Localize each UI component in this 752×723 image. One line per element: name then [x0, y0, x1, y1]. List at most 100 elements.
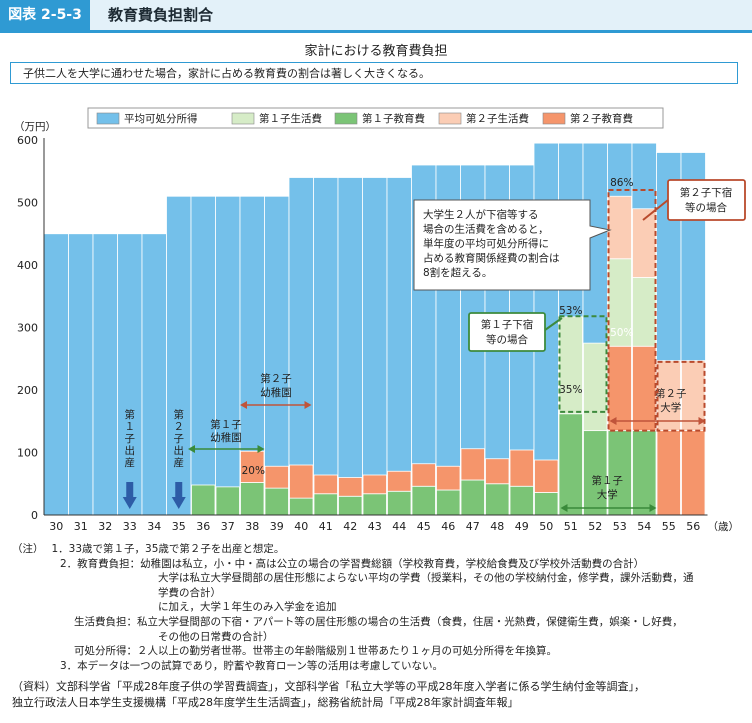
x-tick-label: 45	[417, 520, 431, 533]
x-tick-label: 36	[196, 520, 210, 533]
legend-label: 第２子教育費	[570, 112, 633, 125]
y-tick-label: 300	[17, 322, 38, 335]
x-tick-label: 32	[98, 520, 112, 533]
bar-segment	[632, 277, 657, 347]
note-line: 可処分所得：２人以上の勤労者世帯。世帯主の年齢階級別１世帯あたり１ヶ月の可処分所…	[74, 645, 557, 658]
child1-birth-label: 出	[125, 444, 136, 457]
bar-segment	[656, 360, 681, 432]
main-callout-text: 単年度の平均可処分所得に	[423, 237, 549, 250]
child2-kindergarten-arrow-head-right	[304, 401, 312, 409]
bar-segment	[313, 474, 338, 495]
bar-segment	[681, 430, 706, 516]
bar-segment	[558, 316, 583, 415]
child1-kindergarten-arrow-head-left	[188, 445, 195, 453]
bar-disposable-income	[43, 233, 69, 516]
x-tick-label: 40	[294, 520, 308, 533]
x-tick-label: 41	[319, 520, 333, 533]
bar-segment	[338, 477, 363, 497]
legend-swatch	[231, 112, 255, 125]
x-tick-label: 46	[441, 520, 455, 533]
bar-segment	[656, 430, 681, 516]
child1-university-label: 大学	[597, 488, 618, 501]
child2-kindergarten-arrow-head-left	[240, 401, 247, 409]
child1-away-box	[468, 312, 546, 352]
child1-university-label: 第１子	[592, 474, 624, 487]
notes-label: （注）	[12, 543, 44, 555]
figure-number: 図表 2-5-3	[0, 0, 90, 30]
y-tick-label: 0	[31, 509, 38, 522]
legend-label: 第２子生活費	[466, 112, 529, 125]
x-tick-label: 30	[49, 520, 63, 533]
child2-away-pointer	[642, 199, 669, 221]
child1-kindergarten-label: 幼稚園	[210, 431, 242, 444]
bar-segment	[632, 430, 657, 516]
pct-label-50: 50%	[610, 327, 633, 339]
child2-birth-label: 第	[174, 408, 185, 421]
x-tick-label: 33	[123, 520, 137, 533]
bar-disposable-income	[386, 177, 412, 516]
child2-birth-label: 子	[174, 433, 185, 445]
x-tick-label: 48	[490, 520, 504, 533]
bar-segment	[362, 474, 387, 495]
figure-header: 図表 2-5-3 教育費負担割合	[0, 0, 752, 33]
x-tick-label: 38	[245, 520, 259, 533]
bar-disposable-income	[92, 233, 118, 516]
bar-disposable-income	[117, 233, 143, 516]
legend-label: 第１子教育費	[362, 112, 425, 125]
bar-segment	[264, 487, 289, 516]
child1-birth-label: 子	[125, 433, 136, 445]
y-tick-label: 100	[17, 447, 38, 460]
note-line: 大学は私立大学昼間部の居住形態によらない平均の学費（授業料，その他の学校納付金，…	[158, 572, 694, 585]
y-tick-label: 400	[17, 259, 38, 272]
note-line: 3．本データは一つの試算であり，貯蓄や教育ローン等の活用は考慮していない。	[60, 659, 443, 672]
bar-segment	[485, 458, 510, 485]
x-tick-label: 53	[613, 520, 627, 533]
bar-disposable-income	[337, 177, 363, 516]
main-callout-box	[413, 199, 612, 291]
bar-segment	[191, 484, 216, 516]
chart-title: 家計における教育費負担	[304, 44, 448, 59]
bar-segment	[436, 465, 461, 491]
pct-label-53: 53%	[559, 305, 582, 317]
bar-segment	[313, 493, 338, 516]
child2-university-arrow-head-left	[609, 417, 617, 425]
notes: （注） 1．33歳で第１子，35歳で第２子を出産と想定。 2．教育費負担：幼稚園は…	[12, 542, 694, 673]
bar-segment	[411, 485, 436, 516]
source-line: 独立行政法人日本学生支援機構「平成28年度学生生活調査」，総務省統計局「平成28…	[12, 696, 519, 709]
child2-away-box-label: 等の場合	[685, 201, 727, 214]
x-tick-label: 54	[637, 520, 651, 533]
bar-segment	[558, 413, 583, 516]
source-label: （資料）	[12, 680, 56, 693]
bar-segment	[509, 449, 534, 487]
bar-segment	[509, 485, 534, 516]
legend-swatch	[438, 112, 462, 125]
bar-disposable-income	[190, 195, 216, 516]
note-line: に加え，大学１年生のみ入学金を追加	[158, 601, 337, 614]
child1-away-box-label: 第１子下宿	[481, 318, 534, 331]
main-callout-text: 場合の生活費を含めると，	[423, 223, 549, 236]
child2-birth-label: 産	[174, 456, 185, 469]
child1-birth-arrow	[122, 482, 137, 509]
x-tick-label: 35	[172, 520, 186, 533]
bar-segment	[338, 495, 363, 516]
child1-kindergarten-label: 第１子	[210, 418, 242, 431]
x-tick-label: 31	[74, 520, 88, 533]
x-tick-label: 55	[662, 520, 676, 533]
x-tick-label: 50	[539, 520, 553, 533]
x-tick-label: 47	[466, 520, 480, 533]
bar-disposable-income	[166, 195, 192, 516]
x-tick-label: 44	[392, 520, 406, 533]
child2-away-dashed-box-lower	[656, 360, 706, 432]
note-line: 生活費負担：私立大学昼間部の下宿・アパート等の居住形態の場合の生活費（食費，住居…	[74, 615, 683, 628]
bar-segment	[387, 490, 412, 516]
bar-segment	[215, 486, 240, 516]
child1-away-pointer	[544, 317, 563, 331]
legend-label: 第１子生活費	[259, 112, 322, 125]
child2-kindergarten-label: 幼稚園	[260, 386, 292, 399]
bar-segment	[289, 497, 314, 516]
bar-segment	[607, 345, 632, 432]
x-unit-label: （歳）	[708, 521, 740, 533]
bar-segment	[240, 450, 265, 483]
x-tick-label: 49	[515, 520, 529, 533]
summary-box: 子供二人を大学に通わせた場合，家計に占める教育費の割合は著しく大きくなる。	[10, 62, 738, 84]
